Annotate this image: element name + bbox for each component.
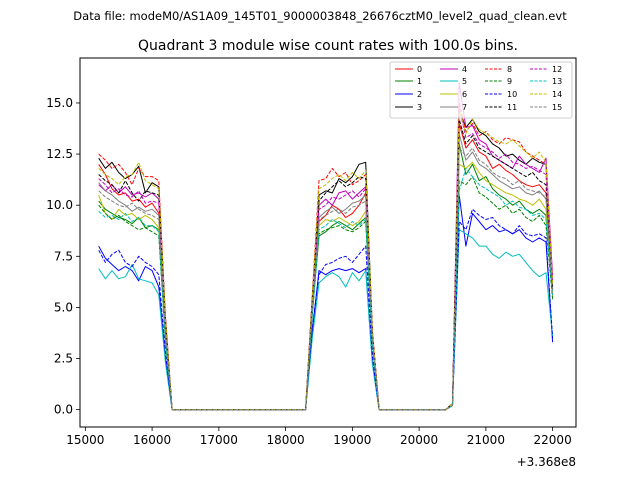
x-axis: 15000 16000 17000 18000 19000 20000 21000 22000: [66, 427, 572, 447]
plot-area: [79, 57, 577, 428]
legend-label-4: 4: [462, 65, 467, 74]
legend-label-8: 8: [507, 65, 512, 74]
legend-label-11: 11: [507, 103, 517, 112]
chart-suptitle: Data file: modeM0/AS1A09_145T01_90000038…: [73, 9, 567, 23]
series-line-14: [98, 108, 554, 411]
legend-label-1: 1: [417, 77, 422, 86]
series-line-15: [98, 147, 554, 411]
series-layer: [98, 82, 554, 411]
y-tick-label-2: 5.0: [54, 300, 73, 314]
y-tick-label-1: 2.5: [54, 352, 73, 366]
legend-label-14: 14: [552, 90, 562, 99]
legend-label-7: 7: [462, 103, 467, 112]
legend-label-13: 13: [552, 77, 562, 86]
y-tick-label-5: 12.5: [46, 147, 73, 161]
legend-label-3: 3: [417, 103, 422, 112]
legend-label-10: 10: [507, 90, 517, 99]
legend-label-5: 5: [462, 77, 467, 86]
x-tick-label-22000: 22000: [534, 433, 572, 447]
x-offset-label: +3.368e8: [517, 455, 576, 469]
legend-label-12: 12: [552, 65, 562, 74]
x-tick-label-17000: 17000: [200, 433, 238, 447]
plot-frame: [79, 57, 577, 428]
legend-box: [389, 61, 573, 119]
y-tick-label-0: 0.0: [54, 403, 73, 417]
y-axis: 0.0 2.5 5.0 7.5 10.0 12.5 15.0: [46, 96, 80, 417]
y-tick-label-3: 7.5: [54, 249, 73, 263]
y-tick-label-6: 15.0: [46, 96, 73, 110]
x-tick-label-19000: 19000: [333, 433, 371, 447]
x-tick-label-20000: 20000: [400, 433, 438, 447]
legend-label-9: 9: [507, 77, 512, 86]
legend-label-15: 15: [552, 103, 562, 112]
chart-title: Quadrant 3 module wise count rates with …: [138, 38, 518, 54]
x-tick-label-16000: 16000: [133, 433, 171, 447]
plot-background: [80, 58, 576, 427]
x-tick-label-15000: 15000: [66, 433, 104, 447]
legend-label-0: 0: [417, 65, 422, 74]
legend-label-6: 6: [462, 90, 467, 99]
y-tick-label-4: 10.0: [46, 198, 73, 212]
x-tick-label-21000: 21000: [467, 433, 505, 447]
legend-label-2: 2: [417, 90, 422, 99]
x-tick-label-18000: 18000: [267, 433, 305, 447]
